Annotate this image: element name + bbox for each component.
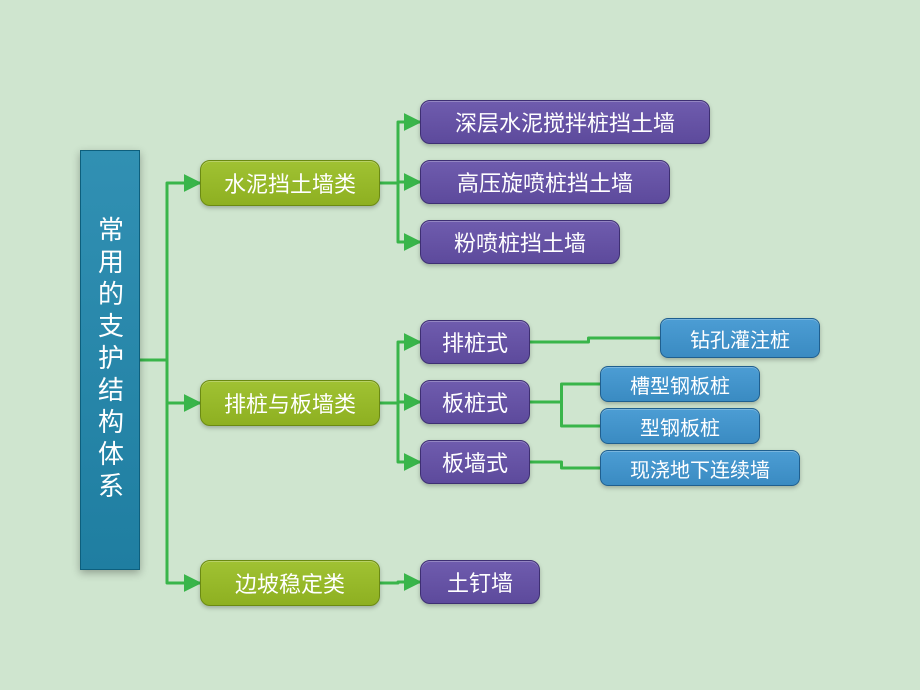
purple-node: 排桩式: [420, 320, 530, 364]
blue-node: 钻孔灌注桩: [660, 318, 820, 358]
node-label: 边坡稳定类: [235, 567, 345, 599]
purple-node: 粉喷桩挡土墙: [420, 220, 620, 264]
diagram-canvas: 常用的支护结构体系 水泥挡土墙类 排桩与板墙类 边坡稳定类 深层水泥搅拌桩挡土墙…: [0, 0, 920, 690]
category-node-pile: 排桩与板墙类: [200, 380, 380, 426]
node-label: 板墙式: [442, 446, 508, 478]
node-label: 土钉墙: [447, 566, 513, 598]
node-label: 排桩式: [442, 326, 508, 358]
purple-node: 板桩式: [420, 380, 530, 424]
node-label: 深层水泥搅拌桩挡土墙: [455, 106, 675, 138]
node-label: 粉喷桩挡土墙: [454, 226, 586, 258]
node-label: 板桩式: [442, 386, 508, 418]
root-node: 常用的支护结构体系: [80, 150, 140, 570]
node-label: 钻孔灌注桩: [690, 324, 790, 353]
blue-node: 槽型钢板桩: [600, 366, 760, 402]
blue-node: 现浇地下连续墙: [600, 450, 800, 486]
node-label: 高压旋喷桩挡土墙: [457, 166, 633, 198]
category-node-cement: 水泥挡土墙类: [200, 160, 380, 206]
root-label: 常用的支护结构体系: [92, 216, 129, 504]
purple-node: 高压旋喷桩挡土墙: [420, 160, 670, 204]
node-label: 槽型钢板桩: [630, 370, 730, 399]
node-label: 现浇地下连续墙: [630, 454, 770, 483]
purple-node: 深层水泥搅拌桩挡土墙: [420, 100, 710, 144]
purple-node: 板墙式: [420, 440, 530, 484]
node-label: 型钢板桩: [640, 412, 720, 441]
category-node-slope: 边坡稳定类: [200, 560, 380, 606]
blue-node: 型钢板桩: [600, 408, 760, 444]
purple-node: 土钉墙: [420, 560, 540, 604]
node-label: 排桩与板墙类: [224, 387, 356, 419]
node-label: 水泥挡土墙类: [224, 167, 356, 199]
